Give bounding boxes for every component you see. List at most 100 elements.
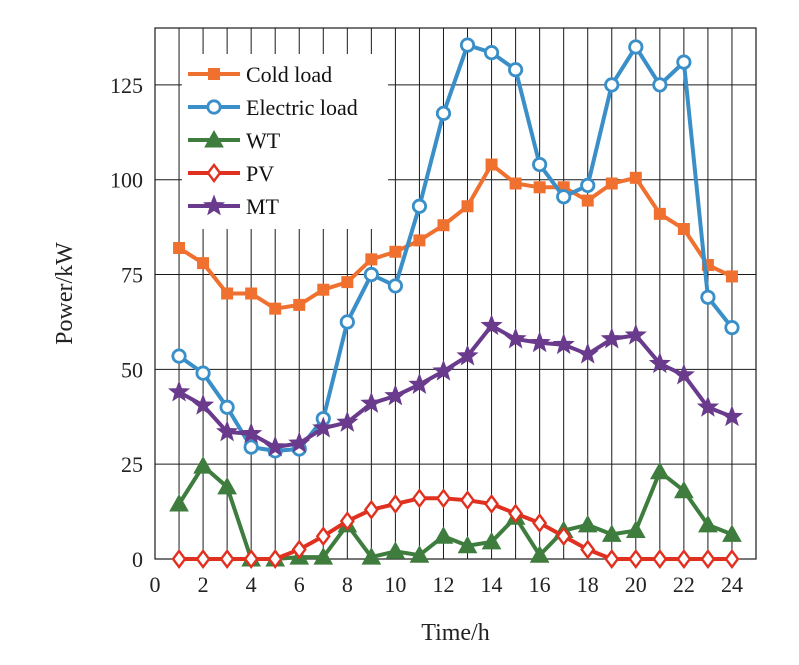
data-point-wt <box>481 531 502 550</box>
data-point-pv <box>291 539 307 560</box>
data-point-cold-load <box>437 219 450 232</box>
data-point-cold-load <box>461 200 474 213</box>
data-point-cold-load <box>605 177 618 190</box>
data-point-wt <box>433 526 454 544</box>
data-point-cold-load <box>581 194 594 207</box>
data-point-electric-load <box>628 39 644 55</box>
data-point-mt <box>288 431 311 453</box>
data-point-mt <box>240 422 263 444</box>
data-point-electric-load <box>652 77 668 93</box>
legend-item-wt: WT <box>188 128 281 153</box>
legend-marker <box>202 194 226 216</box>
data-point-mt <box>576 342 599 364</box>
data-point-cold-load <box>485 158 498 171</box>
data-point-cold-load <box>389 245 402 258</box>
legend-marker <box>206 99 222 115</box>
data-point-electric-load <box>171 348 187 364</box>
data-point-pv <box>580 539 596 560</box>
data-point-electric-load <box>195 365 211 381</box>
x-tick-label: 18 <box>577 572 599 597</box>
legend-label: MT <box>246 194 280 219</box>
data-point-pv <box>195 549 211 569</box>
data-point-electric-load <box>411 198 428 214</box>
series-mt <box>167 314 744 457</box>
legend-item-mt: MT <box>188 194 280 219</box>
data-point-cold-load <box>413 234 426 247</box>
data-point-electric-load <box>676 54 692 70</box>
data-point-mt <box>264 435 287 457</box>
x-tick-label: 6 <box>294 572 305 597</box>
data-point-cold-load <box>317 283 330 296</box>
legend-item-pv: PV <box>188 161 274 186</box>
data-point-wt <box>313 547 334 565</box>
data-point-cold-load <box>509 177 522 190</box>
data-point-wt <box>625 520 646 539</box>
data-point-mt <box>696 395 720 417</box>
series-line-mt <box>178 323 733 450</box>
data-point-mt <box>191 393 215 415</box>
series-pv <box>171 488 740 569</box>
data-point-pv <box>628 549 644 569</box>
x-tick-label: 22 <box>673 572 695 597</box>
y-tick-label: 0 <box>132 547 143 572</box>
data-point-electric-load <box>724 320 740 336</box>
data-point-pv <box>219 549 235 569</box>
data-point-pv <box>484 494 500 515</box>
data-point-wt <box>674 480 694 499</box>
legend-item-electric-load: Electric load <box>188 95 358 120</box>
y-tick-label: 125 <box>110 73 143 98</box>
data-point-mt <box>552 333 575 355</box>
series-line-wt <box>177 464 733 561</box>
x-tick-label: 2 <box>198 572 209 597</box>
data-point-wt <box>529 545 550 563</box>
series-group <box>167 37 744 569</box>
x-tick-label: 10 <box>384 572 406 597</box>
x-tick-label: 14 <box>481 572 503 597</box>
series-cold-load <box>173 158 738 315</box>
data-point-electric-load <box>700 289 716 305</box>
data-point-cold-load <box>221 287 234 300</box>
data-point-mt <box>432 359 455 381</box>
x-tick-label: 4 <box>246 572 257 597</box>
data-point-wt <box>169 493 189 512</box>
data-point-cold-load <box>533 181 546 194</box>
data-point-electric-load <box>580 177 596 194</box>
legend-marker <box>204 129 224 148</box>
data-point-cold-load <box>701 259 714 272</box>
data-point-wt <box>577 514 598 533</box>
data-point-electric-load <box>459 37 476 53</box>
y-tick-label: 100 <box>110 168 143 193</box>
data-point-pv <box>532 512 548 533</box>
data-point-pv <box>267 549 283 569</box>
data-point-mt <box>720 405 744 427</box>
x-tick-label: 12 <box>432 572 454 597</box>
data-point-pv <box>460 490 476 511</box>
data-point-mt <box>672 363 695 385</box>
x-tick-label: 16 <box>529 572 551 597</box>
y-axis-title: Power/kW <box>52 242 78 345</box>
data-point-wt <box>722 524 742 542</box>
data-point-wt <box>409 545 430 563</box>
data-point-pv <box>243 549 259 569</box>
data-point-cold-load <box>245 287 258 300</box>
plot-frame <box>154 27 757 560</box>
legend-label: Cold load <box>246 62 332 87</box>
data-point-pv <box>363 499 379 520</box>
y-tick-label: 75 <box>121 263 143 288</box>
data-point-pv <box>315 526 331 547</box>
data-point-pv <box>676 549 692 569</box>
data-point-pv <box>387 494 403 515</box>
data-point-wt <box>361 547 382 565</box>
y-tick-label: 25 <box>121 452 143 477</box>
series-wt <box>169 456 742 567</box>
data-point-pv <box>171 549 187 569</box>
data-point-mt <box>624 323 647 345</box>
data-point-pv <box>724 549 740 569</box>
data-point-electric-load <box>532 156 548 173</box>
legend-marker <box>208 68 220 80</box>
x-tick-label: 8 <box>342 572 353 597</box>
data-point-mt <box>480 314 503 336</box>
data-point-cold-load <box>629 171 642 184</box>
